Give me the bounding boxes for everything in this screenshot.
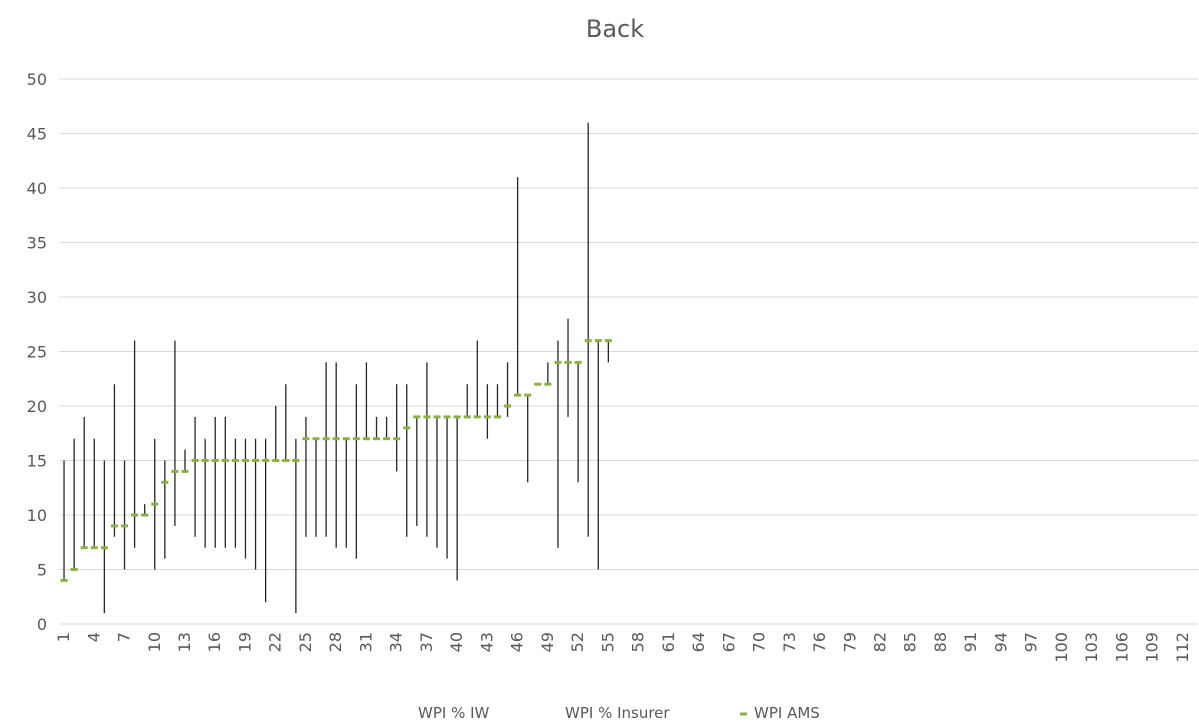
x-tick-label: 103 (1082, 632, 1101, 663)
legend-label-iw: WPI % IW (418, 704, 490, 722)
x-tick-label: 64 (689, 632, 708, 652)
y-tick-label: 15 (27, 452, 47, 471)
x-tick-label: 70 (750, 632, 769, 652)
x-tick-label: 19 (235, 632, 254, 652)
x-tick-label: 94 (991, 632, 1010, 652)
y-tick-label: 20 (27, 397, 47, 416)
x-tick-label: 37 (417, 632, 436, 652)
x-tick-label: 31 (356, 632, 375, 652)
x-tick-label: 46 (508, 632, 527, 652)
x-tick-label: 43 (477, 632, 496, 652)
chart-title: Back (586, 15, 644, 43)
y-tick-label: 10 (27, 506, 47, 525)
y-tick-label: 40 (27, 179, 47, 198)
gridlines (59, 78, 1198, 625)
x-tick-label: 109 (1143, 632, 1162, 663)
x-tick-label: 16 (205, 632, 224, 652)
x-tick-label: 49 (538, 632, 557, 652)
y-tick-label: 45 (27, 125, 47, 144)
x-tick-label: 61 (659, 632, 678, 652)
x-tick-label: 13 (175, 632, 194, 652)
y-tick-label: 0 (37, 615, 47, 634)
x-tick-label: 10 (145, 632, 164, 652)
legend-label-insurer: WPI % Insurer (565, 704, 670, 722)
y-tick-label: 35 (27, 234, 47, 253)
x-tick-label: 91 (961, 632, 980, 652)
y-tick-label: 5 (37, 561, 47, 580)
y-tick-label: 50 (27, 70, 47, 89)
x-tick-label: 106 (1112, 632, 1131, 663)
x-tick-label: 112 (1173, 632, 1192, 663)
x-tick-label: 4 (84, 632, 103, 642)
legend: WPI % IW WPI % Insurer WPI AMS (418, 704, 820, 722)
x-axis-ticks: 1 4 7 10 13 16 19 22 25 28 31 34 37 40 43 46 49 52 55 58 61 6… (54, 632, 1192, 663)
x-tick-label: 97 (1022, 632, 1041, 652)
x-tick-label: 82 (870, 632, 889, 652)
x-tick-label: 79 (840, 632, 859, 652)
y-axis-ticks: 0 5 10 15 20 25 30 35 40 45 50 (27, 70, 47, 634)
x-tick-label: 22 (266, 632, 285, 652)
x-tick-label: 28 (326, 632, 345, 652)
x-tick-label: 25 (296, 632, 315, 652)
y-tick-label: 25 (27, 343, 47, 362)
x-tick-label: 34 (387, 632, 406, 652)
x-tick-label: 67 (719, 632, 738, 652)
y-tick-label: 30 (27, 288, 47, 307)
ams-markers (60, 339, 612, 582)
x-tick-label: 58 (629, 632, 648, 652)
x-tick-label: 88 (931, 632, 950, 652)
x-tick-label: 73 (780, 632, 799, 652)
range-lines (63, 122, 609, 614)
x-tick-label: 85 (901, 632, 920, 652)
legend-label-ams: WPI AMS (754, 704, 820, 722)
x-tick-label: 76 (810, 632, 829, 652)
x-tick-label: 40 (447, 632, 466, 652)
x-tick-label: 1 (54, 632, 73, 642)
x-tick-label: 55 (598, 632, 617, 652)
x-tick-label: 52 (568, 632, 587, 652)
x-tick-label: 100 (1052, 632, 1071, 663)
x-tick-label: 7 (115, 632, 134, 642)
